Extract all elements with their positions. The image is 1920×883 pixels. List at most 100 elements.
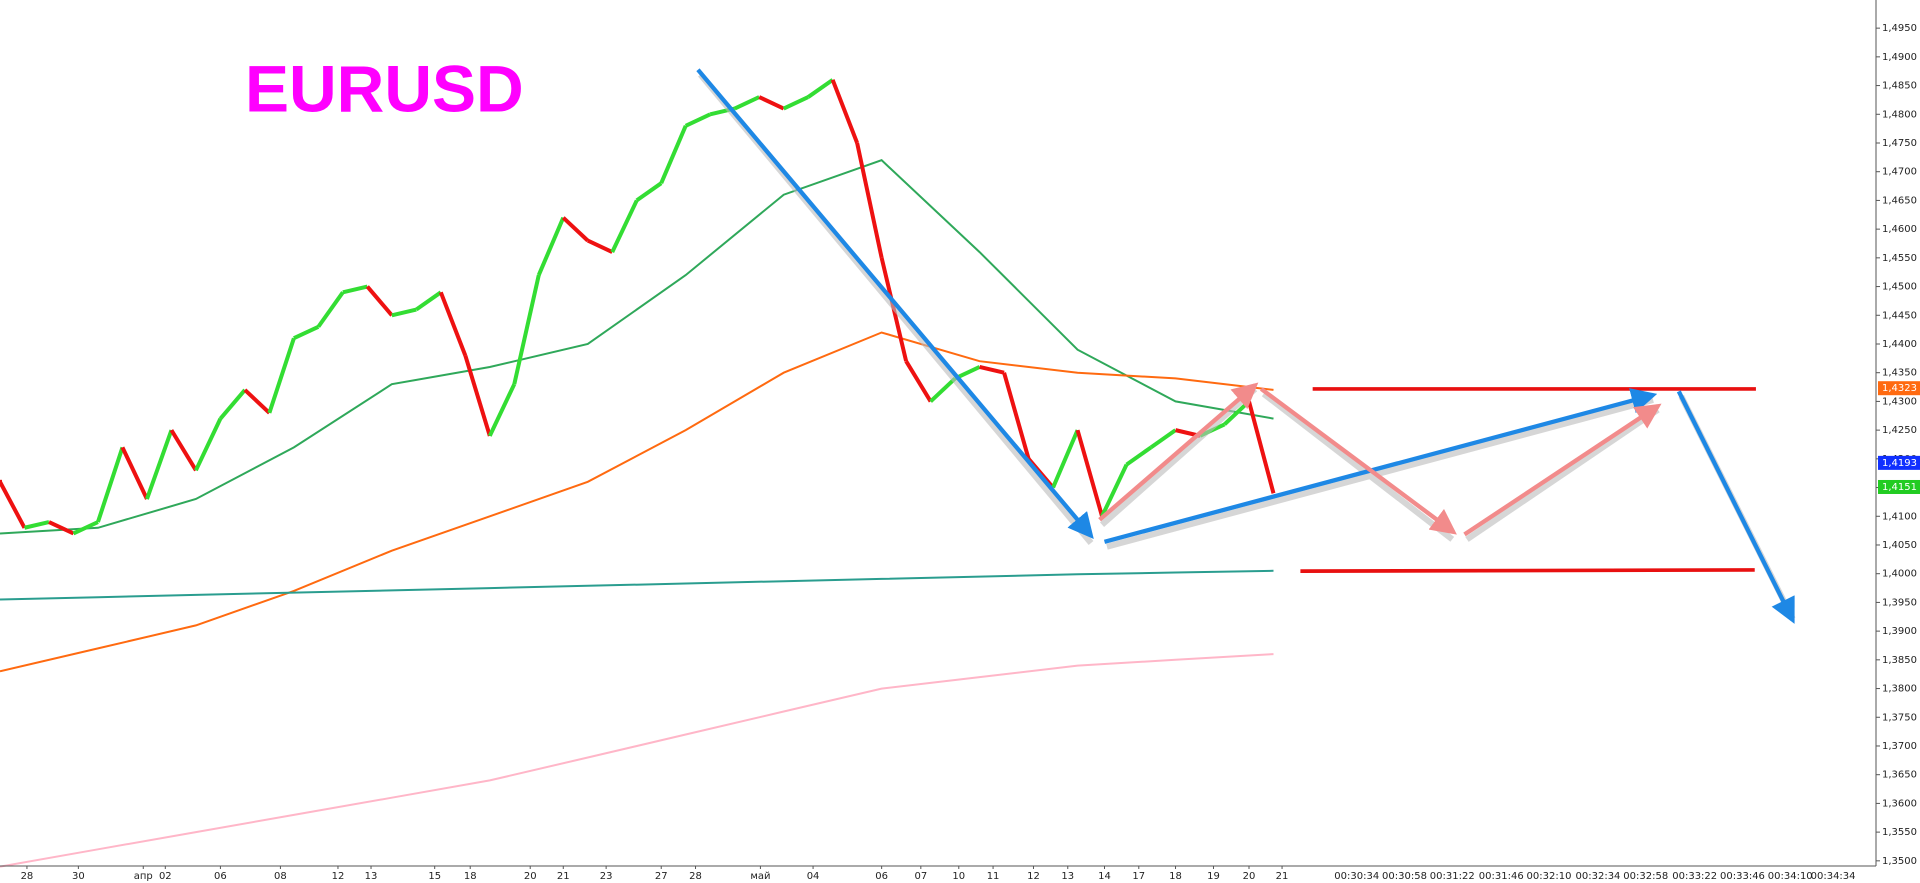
price-segment (807, 78, 834, 99)
price-tag-label: 1,4151 (1882, 482, 1917, 493)
price-segment (194, 417, 223, 472)
x-tick-label: 21 (557, 871, 570, 882)
x-tick-label: 02 (159, 871, 172, 882)
price-segment (415, 290, 442, 312)
y-tick-label: 1,4700 (1882, 167, 1917, 178)
price-segment (96, 446, 125, 523)
arrow (1676, 390, 1795, 624)
y-tick-label: 1,4800 (1882, 109, 1917, 120)
y-tick-label: 1,4100 (1882, 511, 1917, 522)
x-tick-label: 06 (214, 871, 227, 882)
time-label: 00:33:22 (1672, 871, 1717, 882)
price-segment (1002, 372, 1031, 460)
time-label: 00:34:34 (1811, 871, 1856, 882)
price-segment (218, 388, 247, 420)
y-tick-label: 1,4450 (1882, 310, 1917, 321)
arrow-shadows (698, 72, 1796, 621)
price-segment (267, 337, 296, 414)
arrow (1103, 388, 1658, 544)
x-tick-label: 11 (987, 871, 1000, 882)
price-segment (1125, 445, 1153, 467)
price-segment (1075, 429, 1104, 517)
price-segment (561, 216, 590, 243)
price-segment (463, 354, 492, 437)
x-tick-label: 12 (332, 871, 345, 882)
price-segment (536, 216, 566, 276)
price-segment (782, 95, 810, 111)
price-tag-label: 1,4193 (1882, 458, 1917, 469)
x-tick-label: 07 (914, 871, 927, 882)
price-segment (758, 95, 785, 111)
price-segment (487, 383, 517, 437)
price-segment (830, 79, 860, 144)
y-tick-label: 1,4850 (1882, 81, 1917, 92)
y-tick-label: 1,4400 (1882, 339, 1917, 350)
price-segment (169, 429, 198, 472)
y-tick-label: 1,4550 (1882, 253, 1917, 264)
arrow (1098, 382, 1259, 522)
x-tick-label: 14 (1098, 871, 1111, 882)
y-tick-label: 1,4250 (1882, 425, 1917, 436)
y-tick-label: 1,4500 (1882, 282, 1917, 293)
y-tick-label: 1,3900 (1882, 626, 1917, 637)
x-tick-label: 15 (428, 871, 441, 882)
price-segment (391, 307, 417, 318)
moving-average (0, 159, 1274, 535)
y-tick-label: 1,4600 (1882, 224, 1917, 235)
y-tick-label: 1,3700 (1882, 741, 1917, 752)
x-tick-label: 12 (1027, 871, 1040, 882)
time-label: 00:30:58 (1382, 871, 1427, 882)
time-label: 00:31:22 (1430, 871, 1475, 882)
moving-average (0, 569, 1274, 601)
x-tick-label: 06 (875, 871, 888, 882)
y-tick-label: 1,4000 (1882, 569, 1917, 580)
y-tick-label: 1,4650 (1882, 195, 1917, 206)
y-tick-label: 1,4300 (1882, 396, 1917, 407)
time-label: 00:34:10 (1768, 871, 1813, 882)
price-segment (243, 388, 271, 415)
price-segment (1051, 429, 1080, 489)
x-tick-label: 08 (274, 871, 287, 882)
x-tick-label: 23 (600, 871, 613, 882)
price-segment (24, 520, 50, 530)
y-tick-label: 1,4950 (1882, 23, 1917, 34)
price-tag (1878, 455, 1920, 470)
price-tag (1878, 381, 1920, 396)
price-segment (48, 520, 75, 536)
support-line (1300, 568, 1755, 573)
y-tick-label: 1,3650 (1882, 770, 1917, 781)
x-tick-label: 30 (72, 871, 85, 882)
price-segment (1247, 400, 1276, 494)
time-label: 00:30:34 (1334, 871, 1379, 882)
moving-average (0, 331, 1274, 673)
y-tick-label: 1,3500 (1882, 856, 1917, 867)
y-tick-label: 1,3800 (1882, 684, 1917, 695)
price-segment (365, 285, 394, 317)
price-segment (929, 376, 957, 403)
time-label: 00:31:46 (1479, 871, 1524, 882)
y-tick-label: 1,4750 (1882, 138, 1917, 149)
price-segment (684, 112, 712, 128)
x-tick-label: 28 (21, 871, 34, 882)
price-segment (1149, 428, 1177, 449)
x-tick-label: апр (134, 871, 153, 882)
price-segment (1100, 463, 1129, 518)
x-tick-label: май (750, 871, 770, 882)
price-segment (635, 181, 663, 203)
price-segment (342, 284, 368, 295)
price-segment (512, 274, 541, 385)
x-tick-label: 28 (689, 871, 702, 882)
arrow (696, 68, 1094, 539)
chart-title: EURUSD (245, 51, 524, 125)
series-layer (0, 78, 1276, 868)
price-segment (855, 142, 884, 259)
time-label: 00:32:58 (1623, 871, 1668, 882)
price-segment (438, 291, 468, 357)
price-segment (659, 124, 688, 184)
price-segment (586, 238, 614, 254)
x-tick-label: 04 (807, 871, 820, 882)
y-tick-label: 1,3750 (1882, 712, 1917, 723)
price-tag-label: 1,4323 (1882, 383, 1917, 394)
x-tick-label: 20 (524, 871, 537, 882)
